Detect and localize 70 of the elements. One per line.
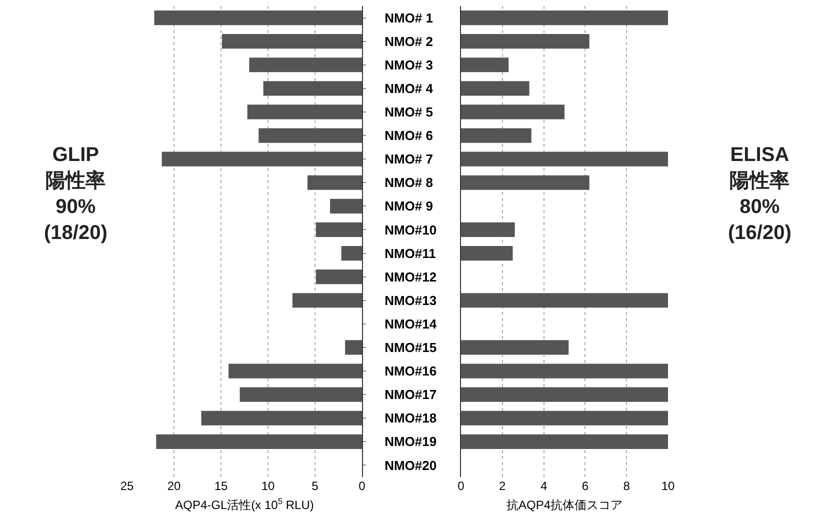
bar [258,128,362,143]
bar [461,128,532,143]
x-tick-label: 10 [661,479,675,493]
y-tick-label: NMO# 1 [384,10,434,26]
x-tick-label: 4 [540,479,548,493]
bar [316,270,362,284]
y-tick-label: NMO# 5 [384,104,434,120]
bar [307,175,362,190]
bar [162,152,362,166]
x-tick-label: 0 [358,479,366,493]
bar [228,364,362,378]
y-tick-label: NMO# 3 [384,57,434,72]
bar [461,293,668,308]
y-tick-label: NMO#14 [384,316,438,332]
y-tick-label: NMO# 7 [384,152,434,167]
bar [461,387,668,402]
y-tick-label: NMO#18 [384,410,437,426]
bar [461,222,515,238]
bar [201,410,362,426]
x-tick-label: 6 [582,479,589,493]
y-tick-label: NMO#17 [384,387,437,402]
bar [461,81,530,96]
y-tick-label: NMO# 8 [384,175,434,190]
x-tick-label: 15 [214,479,228,493]
x-tick-label: 0 [458,479,465,493]
x-axis-title: 抗AQP4抗体価スコア [506,498,623,512]
bar [292,293,362,308]
y-tick-label: NMO#19 [384,434,437,450]
y-tick-label: NMO#16 [384,364,437,379]
bar [263,81,362,96]
text: GLIP 陽性率 90% (18/20) [44,144,108,244]
bar [249,58,362,72]
bar [222,34,362,49]
bar [156,434,362,449]
x-tick-label: 25 [120,479,134,493]
bar [154,10,362,26]
y-tick-label: NMO#12 [384,269,437,284]
bar [330,198,362,214]
y-tick-label: NMO# 2 [384,34,434,49]
bar [461,434,668,449]
x-tick-label: 10 [261,479,275,493]
x-tick-label: 20 [167,479,181,493]
bar [247,104,362,120]
x-axis-title: AQP4-GL活性(x 10$^{5}$ RLU) [175,496,314,512]
y-tick-label: NMO#11 [384,246,436,261]
y-tick-label: NMO#20 [384,458,437,473]
bar [341,246,362,261]
y-tick-label: NMO# 4 [384,80,434,96]
y-tick-label: NMO# 6 [384,128,434,144]
bar [461,364,668,378]
bar [461,246,513,261]
y-tick-label: NMO#10 [384,222,437,238]
bar [461,410,668,426]
bar [461,152,668,166]
y-tick-label: NMO# 9 [384,198,434,214]
bar [461,58,509,72]
y-tick-label: NMO#15 [384,340,437,356]
bar [461,10,668,26]
text: ELISA 陽性率 80% (16/20) [728,144,792,244]
bar [316,222,362,238]
bar [240,387,362,402]
bar [461,34,590,49]
y-tick-label: NMO#13 [384,292,437,308]
x-tick-label: 2 [499,479,506,493]
bar [461,340,569,355]
bar [345,340,362,355]
bar [461,175,590,190]
bar [461,104,564,120]
x-tick-label: 5 [312,479,319,493]
x-tick-label: 8 [623,479,630,493]
